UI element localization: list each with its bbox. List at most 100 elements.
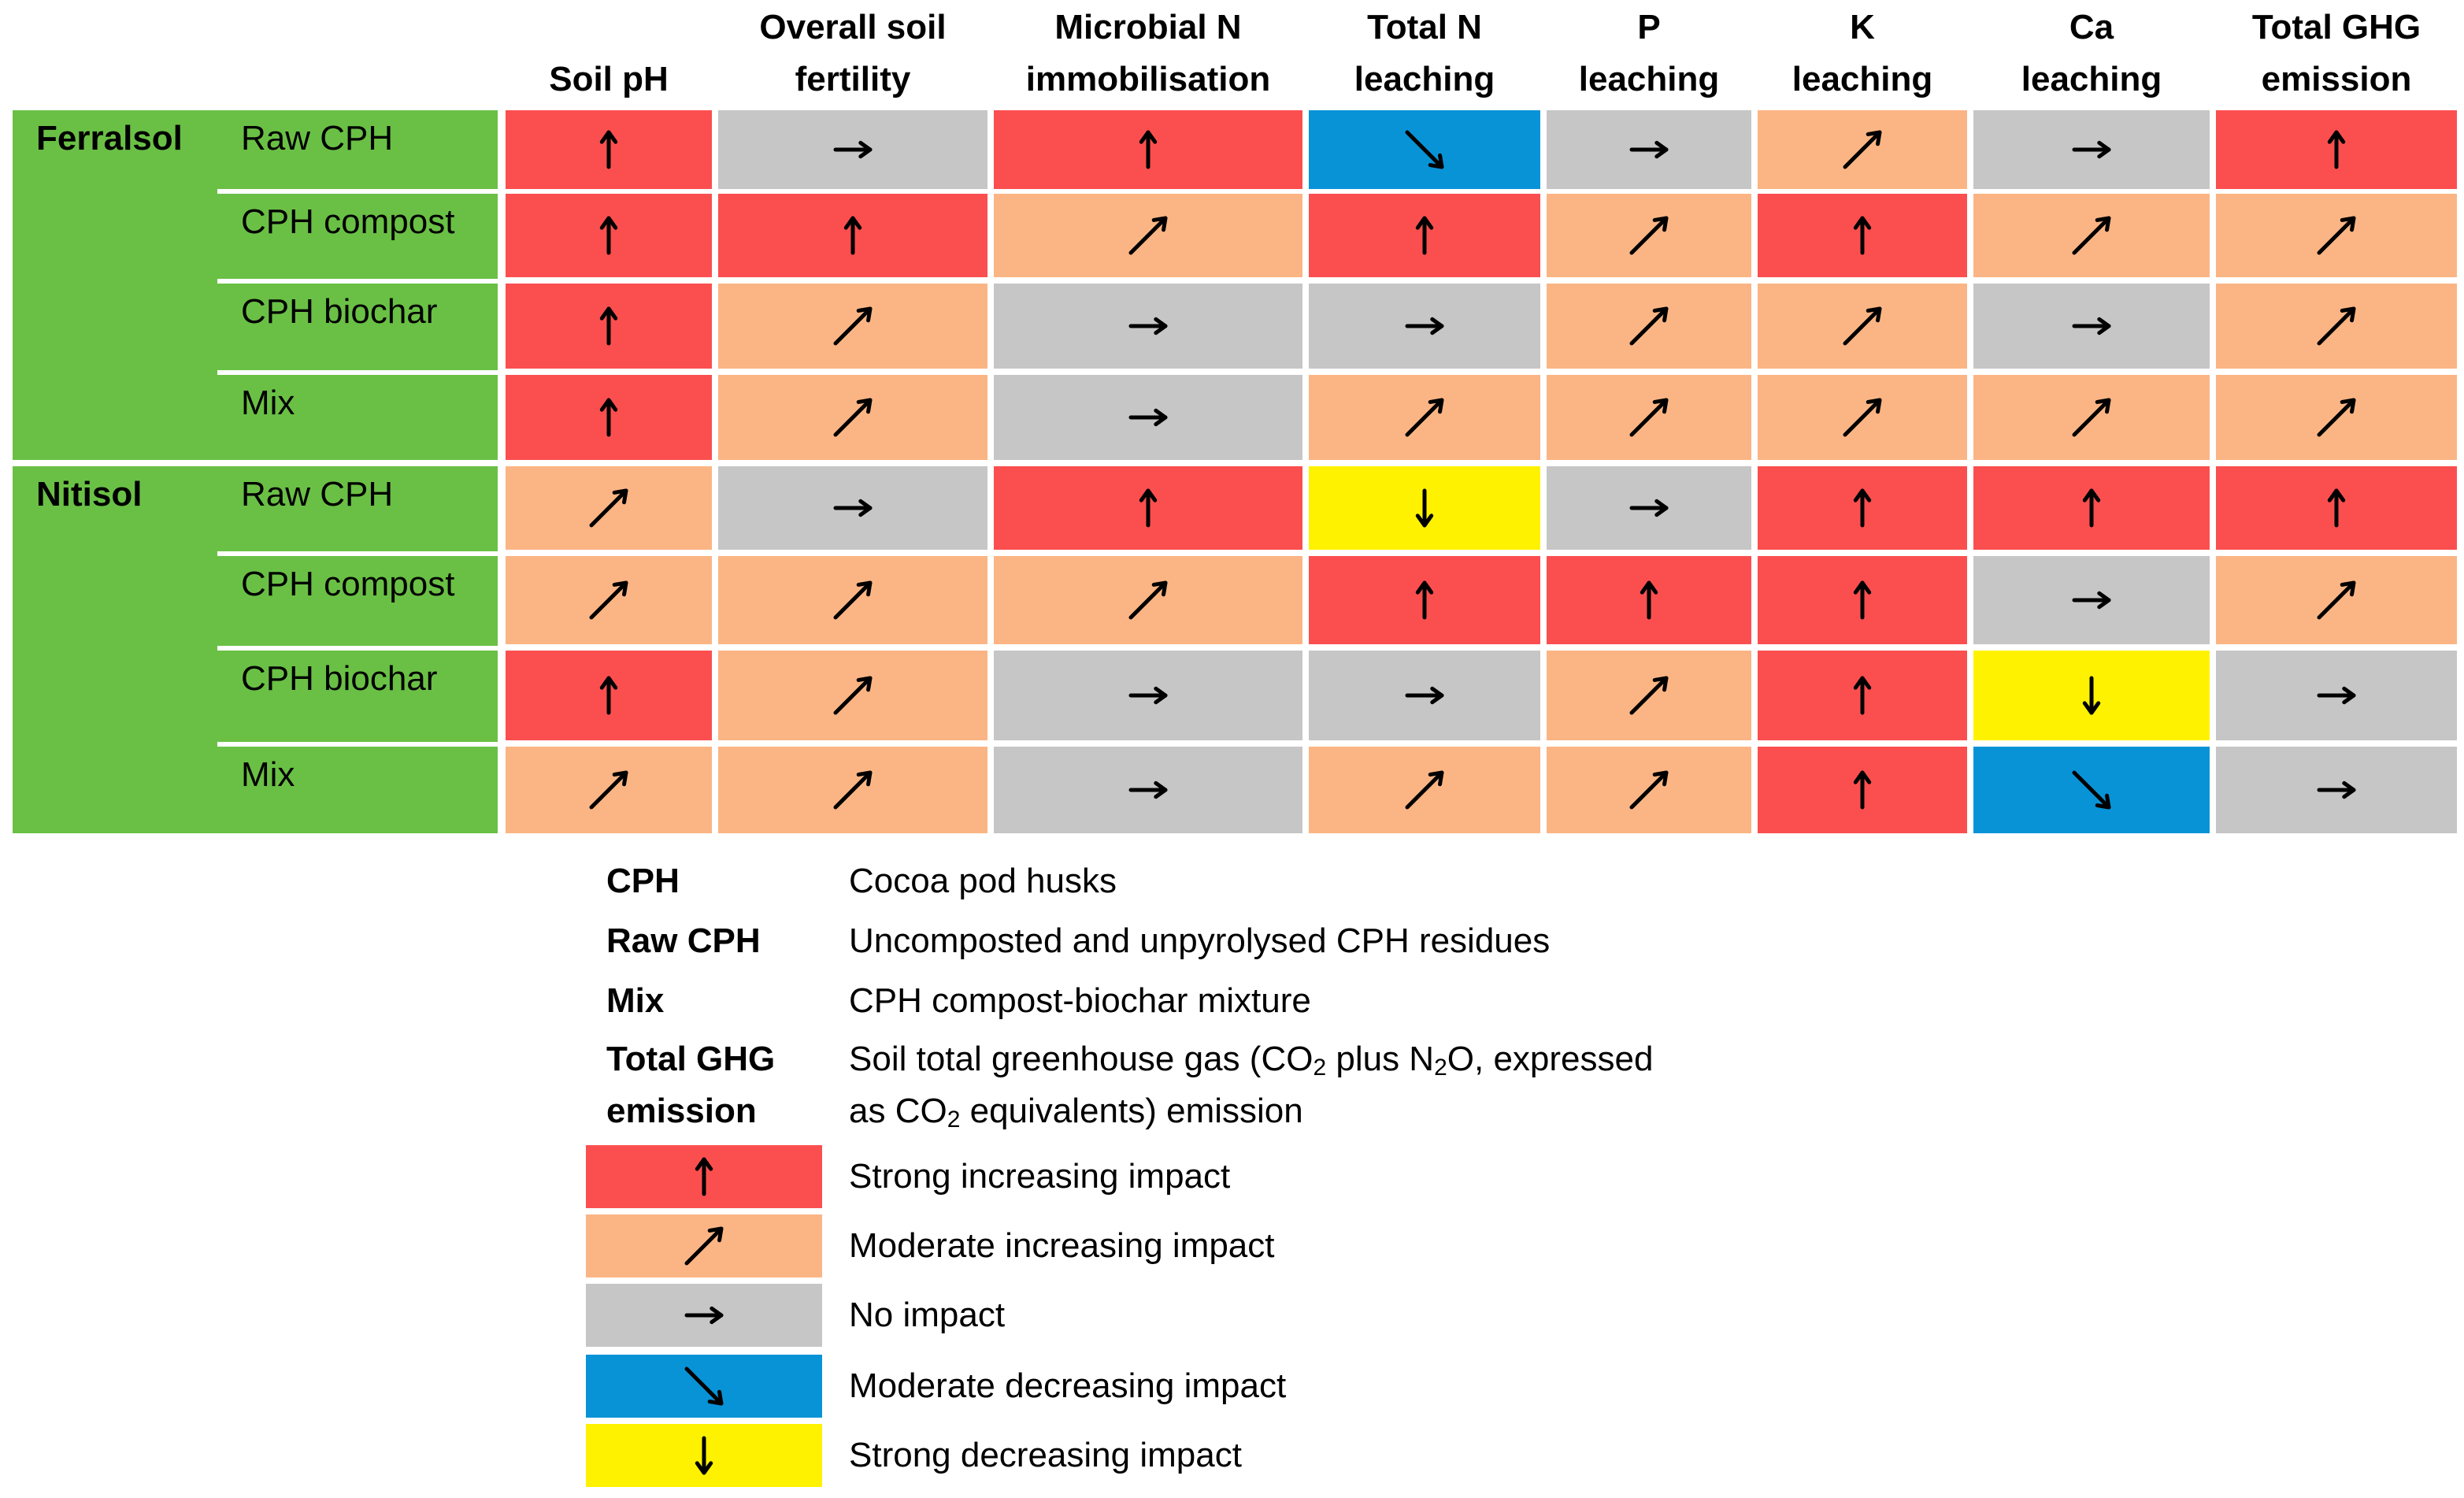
arrow-down-icon <box>1415 488 1434 528</box>
legend-definition-cph: Cocoa pod husks <box>849 862 1117 900</box>
impact-cell <box>506 375 712 460</box>
row-divider <box>217 646 498 651</box>
arrow-up-icon <box>1853 216 1872 255</box>
impact-cell <box>1309 651 1540 740</box>
arrow-right-icon <box>2072 140 2111 159</box>
impact-cell <box>1973 747 2210 833</box>
arrow-right-icon <box>2072 317 2111 336</box>
arrow-up-icon <box>1415 216 1434 255</box>
legend-term-cph: CPH <box>606 862 680 900</box>
arrow-up-icon <box>1853 580 1872 620</box>
arrow-up-right-icon <box>589 580 628 620</box>
treatment-label: Raw CPH <box>241 119 394 158</box>
impact-cell <box>1973 284 2210 369</box>
arrow-up-icon <box>2082 488 2101 528</box>
impact-cell <box>718 375 987 460</box>
impact-cell <box>2216 556 2457 644</box>
arrow-up-right-icon <box>684 1226 724 1266</box>
impact-cell <box>2216 194 2457 277</box>
impact-cell <box>1547 375 1751 460</box>
arrow-right-icon <box>2317 686 2356 705</box>
impact-cell <box>506 194 712 277</box>
impact-cell <box>1758 651 1967 740</box>
arrow-up-icon <box>599 130 618 169</box>
arrow-up-right-icon <box>589 770 628 810</box>
arrow-up-right-icon <box>2317 216 2356 255</box>
impact-cell <box>994 375 1302 460</box>
impact-cell <box>718 194 987 277</box>
impact-cell <box>1547 194 1751 277</box>
impact-cell <box>1758 375 1967 460</box>
legend-definition-raw-cph: Uncomposted and unpyrolysed CPH residues <box>849 921 1551 960</box>
legend-label-strong-increase: Strong increasing impact <box>849 1157 1231 1196</box>
impact-cell <box>1973 466 2210 550</box>
impact-cell <box>1758 747 1967 833</box>
treatment-label: Raw CPH <box>241 475 394 514</box>
impact-cell <box>1309 110 1540 189</box>
impact-cell <box>1547 284 1751 369</box>
arrow-up-right-icon <box>2072 398 2111 437</box>
impact-cell <box>1309 375 1540 460</box>
impact-cell <box>506 284 712 369</box>
column-header-p-leaching: P leaching <box>1578 8 1720 98</box>
treatment-label: CPH compost <box>241 565 455 603</box>
impact-cell <box>994 194 1302 277</box>
legend-term-mix: Mix <box>606 981 665 1020</box>
legend-definition-total-ghg: Soil total greenhouse gas (CO2 plus N2O,… <box>849 1033 1653 1137</box>
arrow-right-icon <box>2072 591 2111 610</box>
impact-cell <box>1547 466 1751 550</box>
ghg-definition-line-1: Soil total greenhouse gas (CO2 plus N2O,… <box>849 1040 1654 1081</box>
legend-term-total-ghg: Total GHG emission <box>606 1040 776 1130</box>
arrow-up-icon <box>599 398 618 437</box>
impact-cell <box>2216 375 2457 460</box>
impact-cell <box>1758 284 1967 369</box>
legend-swatch-moderate-decrease <box>586 1355 822 1418</box>
arrow-right-icon <box>1128 408 1168 427</box>
impact-cell <box>994 466 1302 550</box>
impact-cell <box>1547 747 1751 833</box>
impact-cell <box>2216 466 2457 550</box>
arrow-down-icon <box>2082 676 2101 715</box>
legend-swatch-strong-increase <box>586 1145 822 1208</box>
impact-cell <box>994 556 1302 644</box>
arrow-right-icon <box>833 140 873 159</box>
legend-definition-mix: CPH compost-biochar mixture <box>849 981 1311 1020</box>
treatment-label: CPH biochar <box>241 659 438 698</box>
arrow-right-icon <box>2317 781 2356 799</box>
legend-label-moderate-decrease: Moderate decreasing impact <box>849 1366 1287 1405</box>
arrow-right-icon <box>684 1306 724 1325</box>
column-header-soil-ph: Soil pH <box>549 60 669 98</box>
arrow-right-icon <box>1128 781 1168 799</box>
legend-label-moderate-increase: Moderate increasing impact <box>849 1226 1275 1265</box>
arrow-up-icon <box>1853 676 1872 715</box>
arrow-up-right-icon <box>2072 216 2111 255</box>
impact-cell <box>506 747 712 833</box>
arrow-up-icon <box>599 306 618 346</box>
arrow-down-right-icon <box>2072 770 2111 810</box>
arrow-up-right-icon <box>589 488 628 528</box>
arrow-right-icon <box>1405 686 1444 705</box>
impact-cell <box>1973 375 2210 460</box>
row-divider <box>217 189 498 194</box>
arrow-up-right-icon <box>1629 398 1669 437</box>
impact-cell <box>1547 110 1751 189</box>
column-header-ca-leaching: Ca leaching <box>2021 8 2162 98</box>
arrow-right-icon <box>833 499 873 517</box>
arrow-up-icon <box>843 216 862 255</box>
arrow-up-right-icon <box>1128 216 1168 255</box>
arrow-up-right-icon <box>833 676 873 715</box>
impact-cell <box>2216 747 2457 833</box>
impact-cell <box>1758 110 1967 189</box>
legend-label-no-impact: No impact <box>849 1296 1006 1334</box>
ghg-definition-line-2: as CO2 equivalents) emission <box>849 1092 1303 1133</box>
arrow-up-icon <box>1139 130 1158 169</box>
arrow-up-right-icon <box>1629 770 1669 810</box>
impact-cell <box>718 466 987 550</box>
legend-label-strong-decrease: Strong decreasing impact <box>849 1436 1242 1474</box>
arrow-up-icon <box>2327 130 2346 169</box>
arrow-up-icon <box>599 676 618 715</box>
column-header-microbial-n-immobilisation: Microbial N immobilisation <box>1025 8 1271 98</box>
arrow-right-icon <box>1629 499 1669 517</box>
impact-cell <box>994 110 1302 189</box>
arrow-up-right-icon <box>1629 216 1669 255</box>
